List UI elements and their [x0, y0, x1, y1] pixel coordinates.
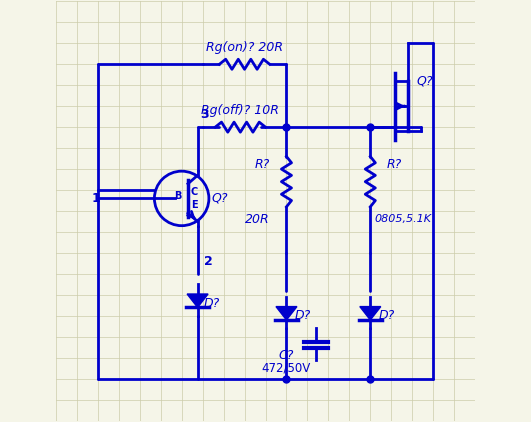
- Text: C?: C?: [279, 349, 294, 362]
- Text: D?: D?: [204, 297, 220, 310]
- Text: D?: D?: [379, 309, 395, 322]
- Text: Q?: Q?: [416, 75, 433, 87]
- Text: E: E: [191, 200, 198, 210]
- Text: Q?: Q?: [211, 192, 227, 205]
- Text: C: C: [191, 187, 198, 197]
- Polygon shape: [360, 306, 381, 320]
- Text: 3: 3: [200, 108, 209, 121]
- Text: 1: 1: [91, 192, 100, 205]
- Polygon shape: [187, 294, 208, 307]
- Polygon shape: [276, 306, 297, 320]
- Text: 20R: 20R: [245, 213, 270, 226]
- Text: 0805,5.1K: 0805,5.1K: [374, 214, 432, 225]
- Text: Rg(on)? 20R: Rg(on)? 20R: [206, 41, 283, 54]
- Text: 472/50V: 472/50V: [262, 362, 311, 374]
- Text: B: B: [174, 191, 181, 201]
- Text: Rg(off)? 10R: Rg(off)? 10R: [201, 104, 279, 116]
- Text: R?: R?: [387, 158, 402, 171]
- Text: 2: 2: [204, 255, 212, 268]
- Text: D?: D?: [295, 309, 311, 322]
- Text: R?: R?: [254, 158, 270, 171]
